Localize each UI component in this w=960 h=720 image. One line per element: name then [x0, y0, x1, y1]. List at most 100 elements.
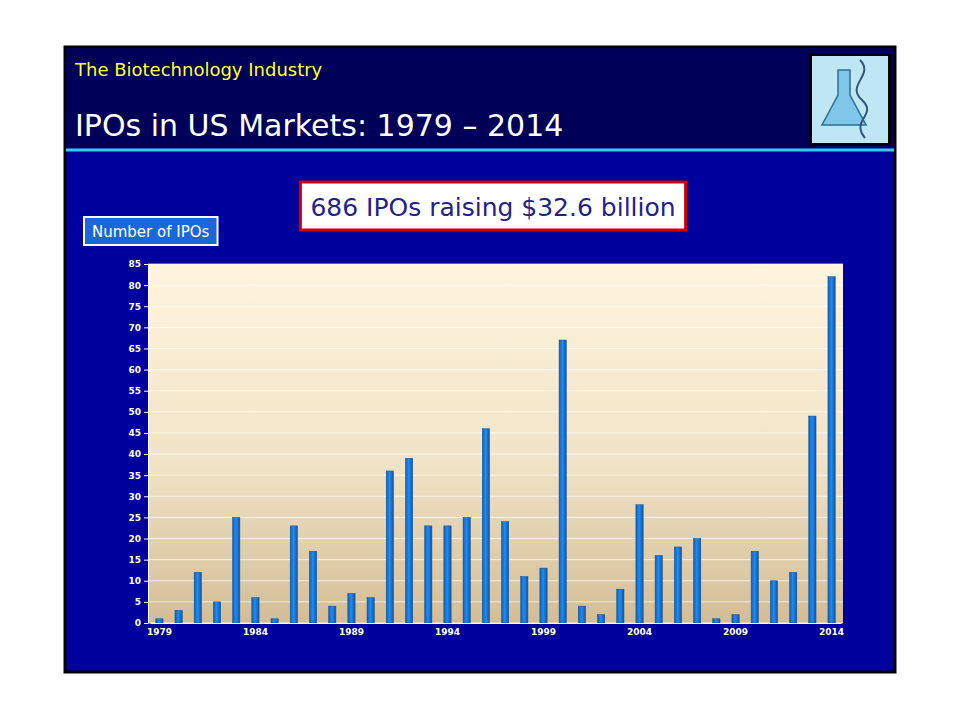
grid-line — [148, 285, 843, 286]
bar — [790, 572, 797, 623]
x-tick-label: 1989 — [339, 627, 364, 637]
x-tick: 1994 — [435, 627, 460, 637]
grid-line — [148, 264, 843, 265]
grid-line — [148, 538, 843, 539]
y-tick-mark — [144, 412, 148, 413]
y-tick-label: 5 — [135, 597, 141, 607]
bar — [425, 526, 432, 623]
bar — [597, 615, 604, 623]
y-tick-mark — [144, 539, 148, 540]
y-tick: 85 — [128, 259, 148, 269]
subtitle: The Biotechnology Industry — [74, 59, 323, 80]
bar — [463, 517, 470, 623]
x-tick-label: 1999 — [531, 627, 556, 637]
grid-line — [148, 327, 843, 328]
y-tick: 25 — [128, 513, 148, 523]
y-tick-label: 40 — [128, 449, 141, 459]
x-tick: 2014 — [819, 627, 844, 637]
y-tick-mark — [144, 264, 148, 265]
grid-line — [148, 390, 843, 391]
bars — [156, 277, 835, 623]
y-label-text: Number of IPOs — [92, 223, 210, 241]
bar — [213, 602, 220, 623]
y-tick-label: 85 — [128, 259, 141, 269]
y-axis-line — [148, 265, 149, 624]
y-tick: 80 — [128, 280, 148, 290]
x-axis: 19791984198919941999200420092014 — [147, 624, 844, 638]
plot-area — [148, 264, 843, 623]
y-tick: 55 — [128, 386, 148, 396]
y-tick: 70 — [128, 323, 148, 333]
y-tick-mark — [144, 285, 148, 286]
x-tick: 1984 — [243, 627, 268, 637]
y-tick: 65 — [128, 344, 148, 354]
grid-line — [148, 411, 843, 412]
y-tick-mark — [144, 370, 148, 371]
bar — [194, 572, 201, 623]
bar — [367, 598, 374, 623]
y-tick: 15 — [128, 555, 148, 565]
y-tick: 10 — [128, 576, 148, 586]
y-tick-mark — [144, 517, 148, 518]
y-label-box — [84, 217, 218, 245]
y-tick: 45 — [128, 428, 148, 438]
y-tick-label: 35 — [128, 471, 141, 481]
annotation: 686 IPOs raising $32.6 billion — [300, 182, 685, 230]
bar — [559, 340, 566, 623]
y-tick-label: 45 — [128, 428, 141, 438]
bar — [405, 458, 412, 623]
grid-line — [148, 369, 843, 370]
x-axis-line — [151, 623, 842, 624]
x-tick: 2004 — [627, 627, 652, 637]
y-tick: 30 — [128, 492, 148, 502]
y-tick-mark — [144, 306, 148, 307]
x-tick: 1999 — [531, 627, 556, 637]
y-tick-label: 10 — [128, 576, 141, 586]
y-tick-label: 80 — [128, 280, 141, 290]
bar — [694, 539, 701, 623]
x-tick-label: 1994 — [435, 627, 460, 637]
bar — [501, 522, 508, 623]
bar — [540, 568, 547, 623]
y-tick-mark — [144, 454, 148, 455]
grid-line — [148, 559, 843, 560]
icon-helix — [857, 60, 868, 138]
x-tick-label: 2014 — [819, 627, 844, 637]
y-tick-mark — [144, 623, 148, 624]
y-tick-label: 65 — [128, 344, 141, 354]
grid-line — [148, 517, 843, 518]
bar — [175, 610, 182, 623]
bar — [713, 619, 720, 623]
y-tick-label: 60 — [128, 365, 141, 375]
y-tick: 40 — [128, 449, 148, 459]
bar — [732, 615, 739, 623]
y-tick: 5 — [135, 597, 148, 607]
bar — [233, 517, 240, 623]
y-tick-mark — [144, 496, 148, 497]
y-tick-mark — [144, 560, 148, 561]
panel — [65, 47, 895, 672]
bar — [290, 526, 297, 623]
y-tick-label: 75 — [128, 302, 141, 312]
y-tick-label: 55 — [128, 386, 141, 396]
grid-line — [148, 454, 843, 455]
y-tick-mark — [144, 348, 148, 349]
y-tick-label: 25 — [128, 513, 141, 523]
bar — [482, 429, 489, 623]
bar — [751, 551, 758, 623]
y-tick-mark — [144, 581, 148, 582]
bar — [309, 551, 316, 623]
x-tick-label: 2004 — [627, 627, 652, 637]
bar — [156, 619, 163, 623]
bar — [828, 277, 835, 623]
y-tick-mark — [144, 602, 148, 603]
bar — [271, 619, 278, 623]
y-tick-label: 50 — [128, 407, 141, 417]
y-tick-mark — [144, 475, 148, 476]
grid-line — [148, 496, 843, 497]
header-rule — [66, 149, 894, 152]
y-axis: 0510152025303540455055606570758085 — [128, 259, 148, 628]
bar — [617, 589, 624, 623]
annotation-box — [300, 182, 685, 230]
grid-line — [148, 348, 843, 349]
